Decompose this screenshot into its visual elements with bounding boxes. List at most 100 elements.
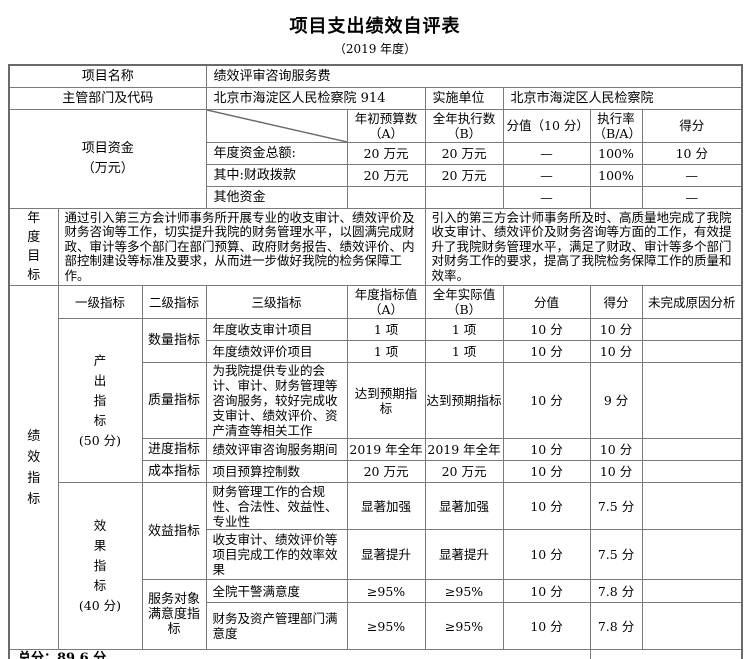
reason-cell [641, 482, 743, 531]
performance-indicators-label: 绩 效 指 标 [8, 285, 59, 651]
indicator-l3: 年度绩效评价项目 [205, 340, 348, 364]
funds-executed-value: 20 万元 [424, 141, 504, 165]
indicator-actual: 显著加强 [424, 482, 504, 531]
funds-row-label: 其他资金 [205, 185, 348, 209]
header-score-value: 分值 [502, 285, 591, 320]
funds-rate-value: 100% [589, 141, 643, 165]
annual-goal-label: 年 度 目 标 [8, 207, 59, 287]
indicator-score: 7.8 分 [589, 579, 643, 604]
reason-cell [641, 460, 743, 484]
funds-score: 10 分 [641, 141, 743, 165]
indicator-target: 显著加强 [346, 482, 426, 531]
indicator-score-value: 10 分 [502, 529, 591, 581]
page-subtitle: （2019 年度） [333, 42, 417, 56]
indicator-score-value: 10 分 [502, 602, 591, 651]
impl-unit-value: 北京市海淀区人民检察院 [502, 86, 743, 110]
self-evaluation-table: 项目名称 绩效评审咨询服务费 主管部门及代码 北京市海淀区人民检察院 914 实… [8, 64, 744, 659]
indicator-target: ≥95% [346, 602, 426, 651]
funds-score-value: — [502, 185, 591, 209]
indicator-target: ≥95% [346, 579, 426, 604]
reason-cell [641, 340, 743, 364]
header-level1: 一级指标 [57, 285, 143, 320]
indicator-actual: 2019 年全年 [424, 438, 504, 462]
indicator-l3: 项目预算控制数 [205, 460, 348, 484]
indicator-score-value: 10 分 [502, 460, 591, 484]
table-row: 年 度 目 标 通过引入第三方会计师事务所开展专业的收支审计、绩效评价及财务咨询… [8, 207, 743, 287]
indicator-l3: 收支审计、绩效评价等项目完成工作的效率效果 [205, 529, 348, 581]
funds-row-label: 其中:财政拨款 [205, 163, 348, 187]
annual-goal-result: 引入的第三方会计师事务所及时、高质量地完成了我院收支审计、绩效评价及财务咨询等方… [424, 207, 743, 287]
indicator-l3: 为我院提供专业的会计、审计、财务管理等咨询服务，较好完成收支审计、绩效评价、资产… [205, 362, 348, 440]
header-level2: 二级指标 [141, 285, 207, 320]
indicator-l3: 年度收支审计项目 [205, 318, 348, 342]
level2-progress: 进度指标 [141, 438, 207, 462]
reason-cell [641, 438, 743, 462]
indicator-score-value: 10 分 [502, 438, 591, 462]
funds-score-value: — [502, 141, 591, 165]
funds-budget-value: 20 万元 [346, 141, 426, 165]
funds-header-budget: 年初预算数 （A） [346, 108, 426, 143]
indicator-score-value: 10 分 [502, 482, 591, 531]
indicator-actual: 20 万元 [424, 460, 504, 484]
impl-unit-label: 实施单位 [424, 86, 504, 110]
header-actual-value: 全年实际值 （B） [424, 285, 504, 320]
header-annual-target: 年度指标值 （A） [346, 285, 426, 320]
indicator-l3: 全院干警满意度 [205, 579, 348, 604]
funds-executed-value [424, 185, 504, 209]
indicator-actual: 1 项 [424, 318, 504, 342]
project-name-value: 绩效评审咨询服务费 [205, 64, 743, 88]
indicator-score: 7.5 分 [589, 482, 643, 531]
level2-benefit: 效益指标 [141, 482, 207, 581]
indicator-score: 10 分 [589, 460, 643, 484]
funds-executed-value: 20 万元 [424, 163, 504, 187]
dept-label: 主管部门及代码 [8, 86, 207, 110]
indicator-score-value: 10 分 [502, 318, 591, 342]
group-effect-indicators: 效 果 指 标 (40 分) [57, 482, 143, 651]
funds-score-value: — [502, 163, 591, 187]
table-row: 总分：89.6 分 [8, 649, 743, 659]
group-output-indicators: 产 出 指 标 (50 分) [57, 318, 143, 484]
indicator-score: 7.5 分 [589, 529, 643, 581]
indicator-actual: 显著提升 [424, 529, 504, 581]
reason-cell [641, 362, 743, 440]
funds-rate-value: 100% [589, 163, 643, 187]
table-row: 项目名称 绩效评审咨询服务费 [8, 64, 743, 88]
funds-header-rate: 执行率 （B/A） [589, 108, 643, 143]
indicator-actual: 达到预期指标 [424, 362, 504, 440]
indicator-score-value: 10 分 [502, 340, 591, 364]
indicator-target: 显著提升 [346, 529, 426, 581]
funds-rate-value [589, 185, 643, 209]
table-row: 产 出 指 标 (50 分) 数量指标 年度收支审计项目 1 项 1 项 10 … [9, 318, 743, 484]
indicator-score: 10 分 [589, 438, 643, 462]
indicator-score: 7.8 分 [589, 602, 643, 651]
annual-goal-plan: 通过引入第三方会计师事务所开展专业的收支审计、绩效评价及财务咨询等工作，切实提升… [57, 207, 426, 287]
indicator-l3: 财务管理工作的合规性、合法性、效益性、专业性 [205, 482, 348, 531]
funds-header-score-value: 分值（10 分） [502, 108, 591, 143]
total-empty-cell [589, 649, 743, 659]
indicator-target: 达到预期指 标 [346, 362, 426, 440]
table-row: 效 果 指 标 (40 分) 效益指标 财务管理工作的合规性、合法性、效益性、专… [9, 482, 743, 651]
indicator-target: 2019 年全年 [346, 438, 426, 462]
funds-budget-value [346, 185, 426, 209]
table-row: 服务对象满意度指标 全院干警满意度 ≥95% ≥95% 10 分 7.8 分 [9, 579, 743, 651]
table-row: 年度绩效评价项目 1 项 1 项 10 分 10 分 [9, 340, 743, 364]
table-row: 收支审计、绩效评价等项目完成工作的效率效果 显著提升 显著提升 10 分 7.5… [9, 529, 743, 581]
table-row: 项目资金 （万元） 年初预算数 （A） 全年执行数 （B） 分值（10 分） 执… [8, 108, 743, 209]
indicator-score-value: 10 分 [502, 579, 591, 604]
level2-quantity: 数量指标 [141, 318, 207, 364]
funds-label: 项目资金 （万元） [8, 108, 207, 209]
indicator-score: 10 分 [589, 318, 643, 342]
indicator-l3: 绩效评审咨询服务期间 [205, 438, 348, 462]
reason-cell [641, 602, 743, 651]
funds-score: — [641, 185, 743, 209]
indicator-target: 1 项 [346, 340, 426, 364]
reason-cell [641, 529, 743, 581]
header-level3: 三级指标 [205, 285, 348, 320]
level2-satisfaction: 服务对象满意度指标 [141, 579, 207, 651]
project-name-label: 项目名称 [8, 64, 207, 88]
indicator-score: 9 分 [589, 362, 643, 440]
table-row: 其他资金 — — [9, 185, 743, 209]
indicator-target: 1 项 [346, 318, 426, 342]
table-row: 财务及资产管理部门满意度 ≥95% ≥95% 10 分 7.8 分 [9, 602, 743, 651]
